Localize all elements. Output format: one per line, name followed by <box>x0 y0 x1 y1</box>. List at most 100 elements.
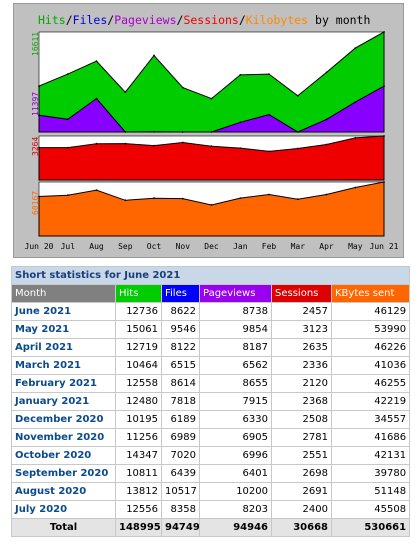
table-row: January 2021 12480 7818 7915 2368 42219 <box>11 392 411 411</box>
hits-data-point <box>354 47 357 49</box>
files-cell: 6515 <box>161 356 200 375</box>
pageviews-cell: 7915 <box>199 392 272 411</box>
hits-cell: 15061 <box>115 320 162 339</box>
pageviews-column-header: Pageviews <box>199 284 272 303</box>
month-cell: April 2021 <box>11 338 116 357</box>
month-link[interactable]: September 2020 <box>15 468 109 479</box>
month-column-header: Month <box>11 284 116 303</box>
month-link[interactable]: July 2020 <box>15 504 68 515</box>
files-cell: 8358 <box>161 500 200 519</box>
sessions-data-point <box>296 147 299 150</box>
kbytes-cell: 41686 <box>330 428 411 447</box>
chart-title-part: Pageviews <box>114 13 176 27</box>
sessions-cell: 2457 <box>271 302 332 321</box>
sessions-area-series <box>38 135 385 181</box>
sessions-data-point <box>66 146 69 149</box>
month-cell: January 2021 <box>11 392 116 411</box>
table-row: May 2021 15061 9546 9854 3123 53990 <box>11 320 411 339</box>
month-cell: December 2020 <box>11 410 116 429</box>
chart-title: Hits/Files/Pageviews/Sessions/Kilobytes … <box>38 13 370 27</box>
pageviews-data-point <box>95 97 98 100</box>
pageviews-cell: 8203 <box>199 500 272 519</box>
hits-cell: 10195 <box>115 410 162 429</box>
hits-data-point <box>239 74 242 76</box>
files-cell: 8614 <box>161 374 200 393</box>
sessions-cell: 2508 <box>271 410 332 429</box>
kbytes-cell: 42131 <box>330 446 411 465</box>
table-row: September 2020 10811 6439 6401 2698 39780 <box>11 464 411 483</box>
month-link[interactable]: February 2021 <box>15 378 97 389</box>
x-tick-label: Nov <box>176 242 191 251</box>
sessions-data-point <box>268 150 270 153</box>
table-caption-row: Short statistics for June 2021 <box>10 266 411 285</box>
sessions-cell: 2698 <box>271 464 332 483</box>
kilobytes-data-point <box>296 198 299 201</box>
kilobytes-area-series <box>38 181 385 237</box>
x-tick-label: Dec <box>204 242 219 251</box>
kbytes-cell: 45508 <box>330 500 411 519</box>
pageviews-data-point <box>325 118 328 121</box>
table-row: October 2020 14347 7020 6996 2551 42131 <box>11 446 411 465</box>
x-tick-label: Oct <box>147 242 162 251</box>
hits-data-point <box>325 71 328 74</box>
sessions-data-point <box>239 147 242 150</box>
pageviews-data-point <box>210 131 213 133</box>
total-row: Total 148995 94749 94946 30668 530661 <box>11 518 411 537</box>
month-link[interactable]: June 2021 <box>15 306 72 317</box>
month-cell: July 2020 <box>11 500 116 519</box>
chart-title-part: Hits <box>38 13 66 27</box>
pageviews-data-point <box>383 85 385 87</box>
pageviews-data-point <box>268 113 270 116</box>
chart-title-part: by month <box>308 13 370 27</box>
month-link[interactable]: January 2021 <box>15 396 90 407</box>
month-link[interactable]: August 2020 <box>15 486 87 497</box>
files-cell: 7020 <box>161 446 200 465</box>
month-link[interactable]: October 2020 <box>15 450 92 461</box>
month-cell: May 2021 <box>11 320 116 339</box>
files-cell: 6189 <box>161 410 200 429</box>
month-link[interactable]: November 2020 <box>15 432 105 443</box>
chart-title-part: / <box>66 13 73 27</box>
sessions-data-point <box>38 146 40 149</box>
pageviews-data-point <box>296 131 299 133</box>
sessions-data-point <box>325 143 328 146</box>
hits-column-header: Hits <box>115 284 162 303</box>
files-cell: 6439 <box>161 464 200 483</box>
files-cell: 8622 <box>161 302 200 321</box>
pageviews-data-point <box>124 131 127 133</box>
kilobytes-data-point <box>325 193 328 196</box>
pageviews-data-point <box>354 101 357 103</box>
hits-cell: 14347 <box>115 446 162 465</box>
sessions-cell: 2336 <box>271 356 332 375</box>
table-row: June 2021 12736 8622 8738 2457 46129 <box>11 302 411 321</box>
sessions-data-point <box>210 145 213 148</box>
sessions-data-point <box>383 135 385 137</box>
pageviews-cell: 9854 <box>199 320 272 339</box>
table-row: March 2021 10464 6515 6562 2336 41036 <box>11 356 411 375</box>
month-link[interactable]: May 2021 <box>15 324 70 335</box>
x-tick-label: Jun 21 <box>370 242 399 251</box>
kbytes-cell: 39780 <box>330 464 411 483</box>
x-tick-label: Mar <box>291 242 306 251</box>
kbytes-column-header: KBytes sent <box>330 284 411 303</box>
kbytes-cell: 34557 <box>330 410 411 429</box>
month-link[interactable]: March 2021 <box>15 360 81 371</box>
chart-title-part: Sessions <box>183 13 238 27</box>
chart-title-part: / <box>177 13 184 27</box>
hits-data-point <box>383 31 385 33</box>
chart-title-part: / <box>239 13 246 27</box>
sessions-data-point <box>124 142 127 145</box>
pageviews-cell: 6905 <box>199 428 272 447</box>
kbytes-cell: 51148 <box>330 482 411 501</box>
kbytes-cell: 53990 <box>330 320 411 339</box>
x-tick-label: Aug <box>89 242 104 251</box>
total-hits-cell: 148995 <box>115 518 162 537</box>
month-link[interactable]: April 2021 <box>15 342 73 353</box>
files-cell: 7818 <box>161 392 200 411</box>
month-link[interactable]: December 2020 <box>15 414 104 425</box>
pageviews-data-point <box>38 114 40 117</box>
x-tick-label: Sep <box>118 242 133 251</box>
sessions-cell: 2400 <box>271 500 332 519</box>
sessions-axis-max-label: 3264 <box>31 137 40 156</box>
hits-cell: 10811 <box>115 464 162 483</box>
